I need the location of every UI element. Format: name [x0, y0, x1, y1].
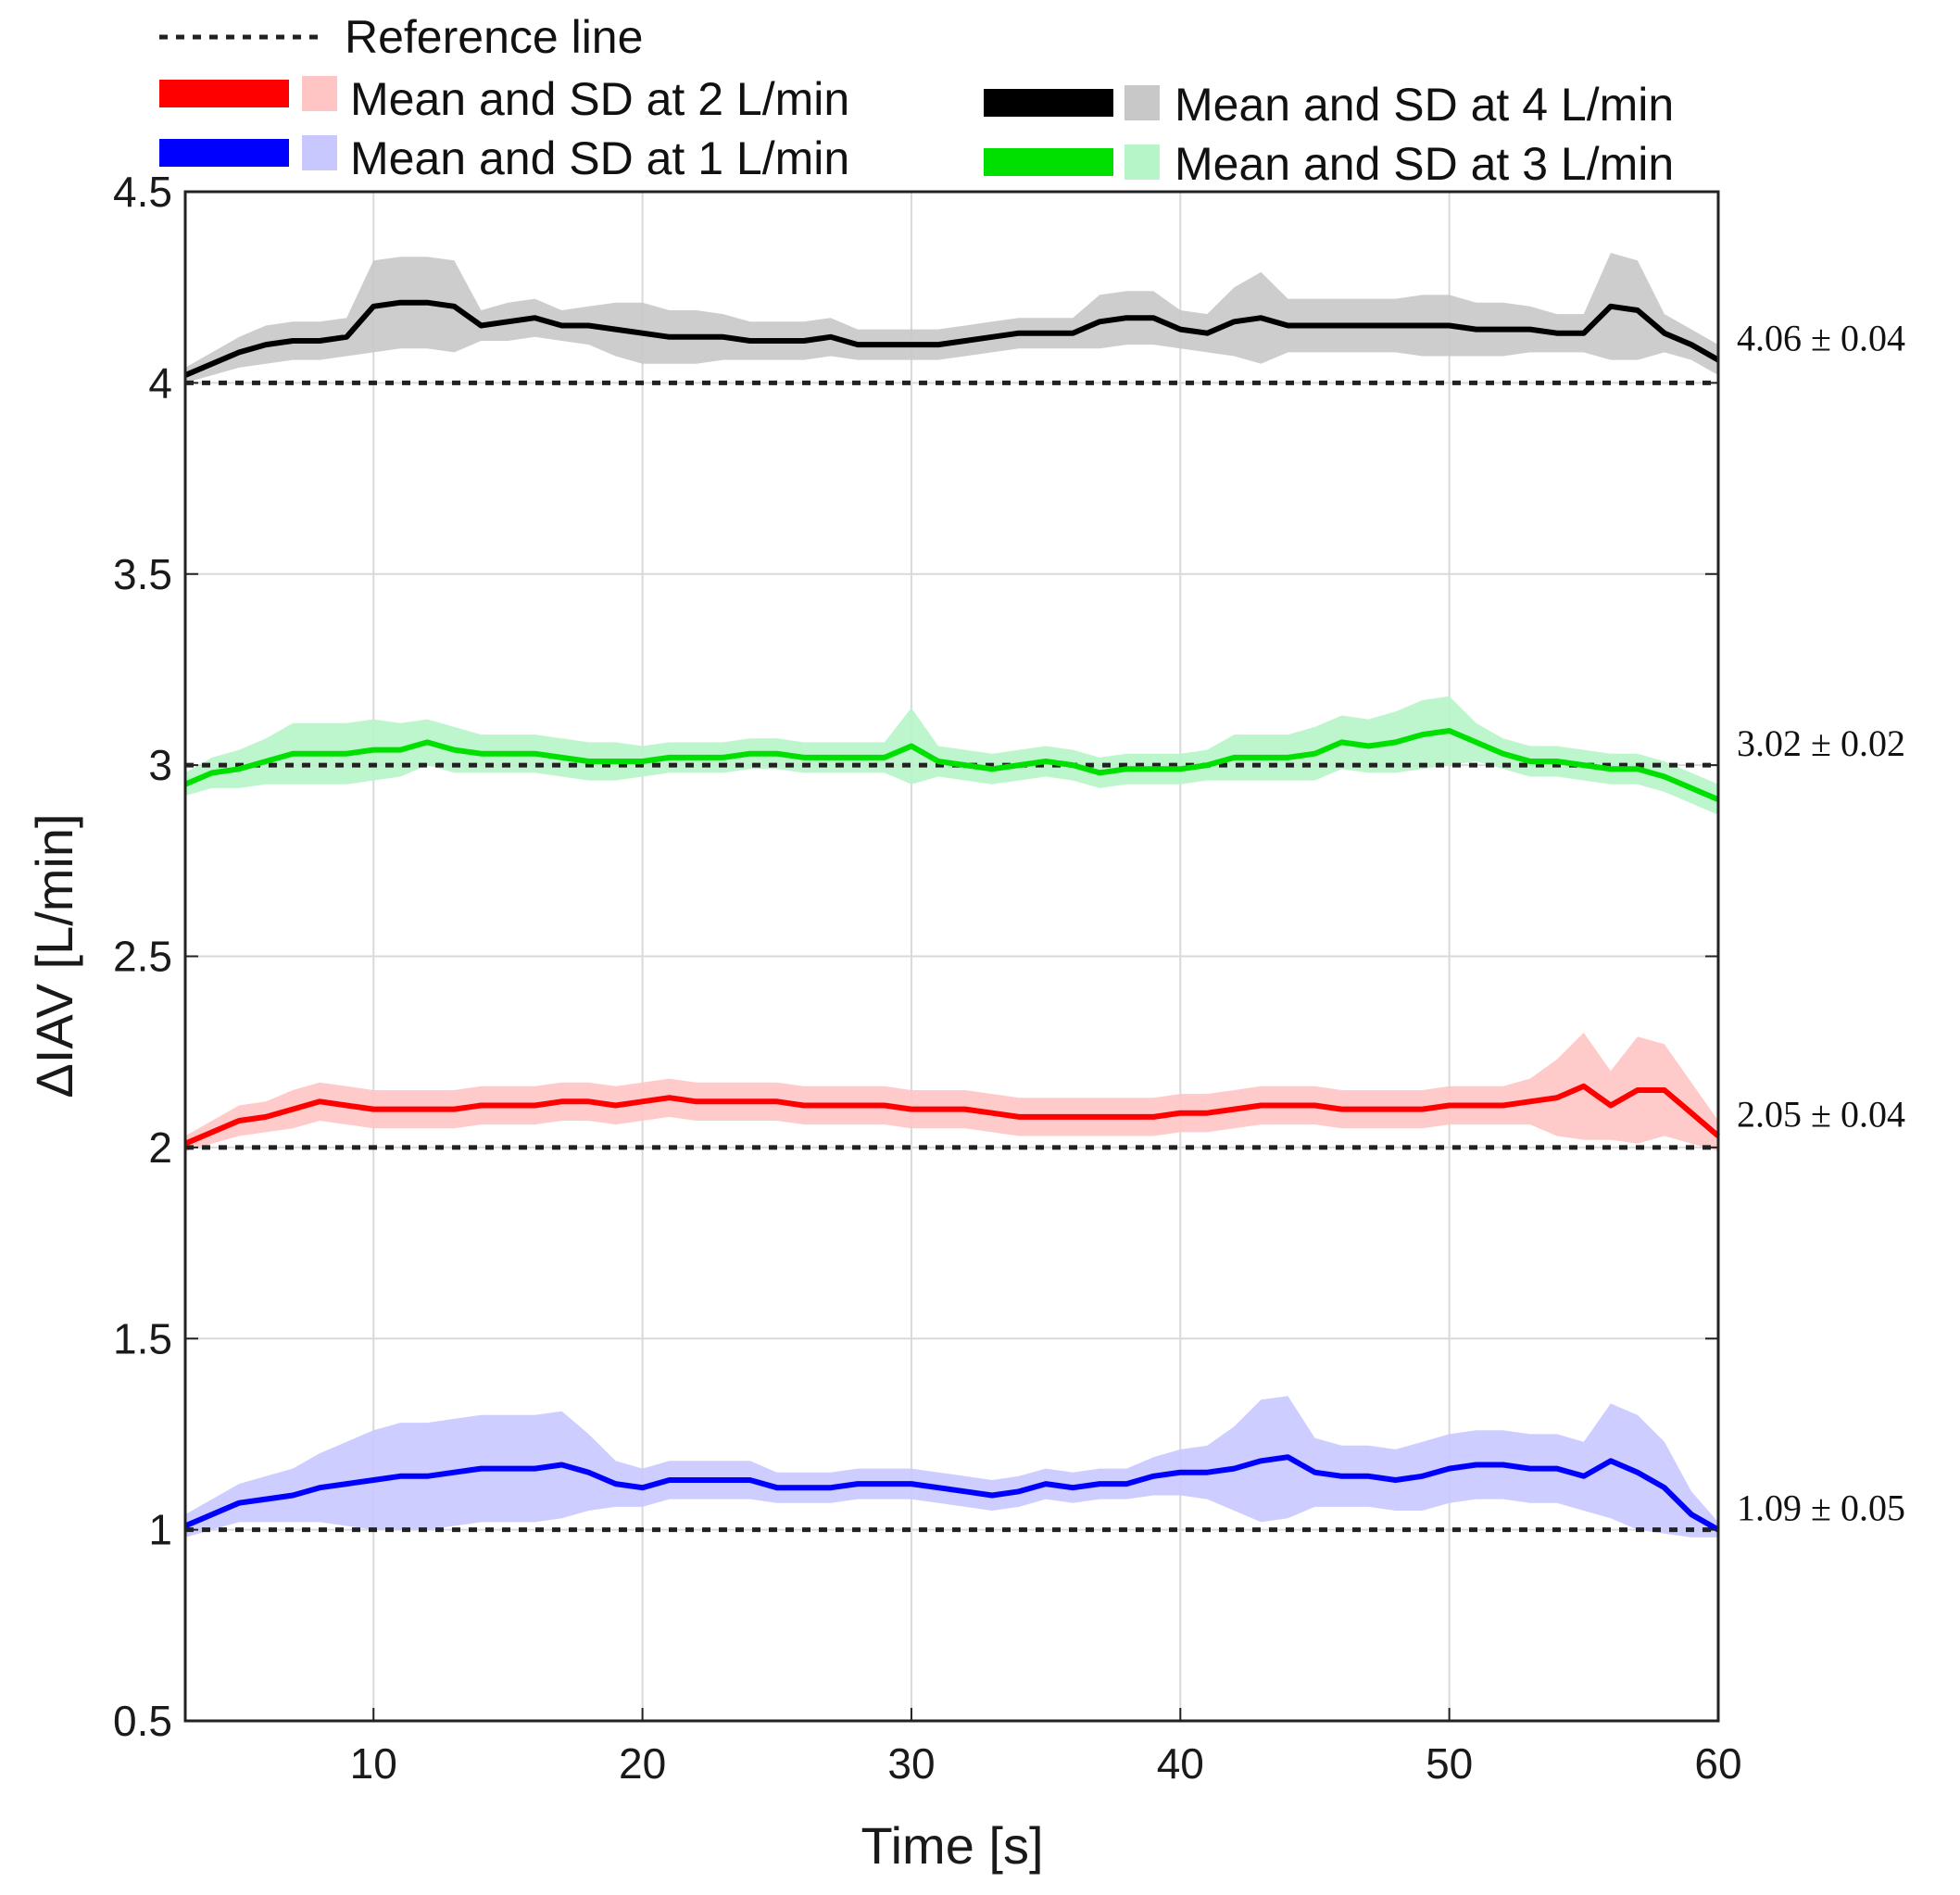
legend-entry-4lpm: Mean and SD at 4 L/min — [984, 79, 1674, 131]
y-tick-label: 2 — [148, 1123, 172, 1172]
x-tick-label: 10 — [350, 1739, 397, 1788]
mean-line-series-2 — [183, 1083, 1720, 1147]
legend-band-swatch — [302, 76, 337, 111]
legend-label: Mean and SD at 2 L/min — [350, 73, 849, 125]
mean-line-series-1 — [183, 728, 1720, 803]
sd-band-series-3 — [185, 1396, 1718, 1537]
x-axis-label: Time [s] — [861, 1816, 1043, 1875]
legend-line-swatch — [159, 139, 289, 167]
legend-reference-label: Reference line — [345, 11, 643, 63]
mean-line-series-0 — [183, 299, 1720, 378]
annotation-series-1: 3.02 ± 0.02 — [1737, 722, 1905, 764]
x-tick-label: 60 — [1694, 1739, 1741, 1788]
series-annotations: 4.06 ± 0.04 3.02 ± 0.02 2.05 ± 0.04 1.09 ± … — [1737, 318, 1905, 1529]
y-tick-label: 3 — [148, 741, 172, 789]
legend-band-swatch — [1124, 144, 1160, 180]
annotation-series-2: 2.05 ± 0.04 — [1737, 1093, 1905, 1135]
annotation-series-0: 4.06 ± 0.04 — [1737, 318, 1905, 359]
x-tick-label: 50 — [1426, 1739, 1473, 1788]
y-tick-label: 4 — [148, 358, 172, 407]
legend-line-swatch — [984, 148, 1113, 176]
legend-label: Mean and SD at 4 L/min — [1175, 79, 1674, 131]
x-tick-label: 40 — [1157, 1739, 1204, 1788]
legend-band-swatch — [1124, 85, 1160, 120]
legend-label: Mean and SD at 1 L/min — [350, 132, 849, 184]
y-tick-label: 1 — [148, 1506, 172, 1554]
y-tick-label: 4.5 — [113, 168, 172, 216]
legend-entry-1lpm: Mean and SD at 1 L/min — [159, 132, 849, 184]
reference-lines — [185, 380, 1718, 1533]
legend-line-swatch — [984, 89, 1113, 117]
annotation-series-3: 1.09 ± 0.05 — [1737, 1487, 1905, 1529]
y-tick-label: 1.5 — [113, 1314, 172, 1362]
y-axis-label: ΔIAV [L/min] — [25, 813, 83, 1098]
x-tick-label: 30 — [887, 1739, 935, 1788]
sd-band-series-1 — [185, 696, 1718, 815]
legend-entry-3lpm: Mean and SD at 3 L/min — [984, 138, 1674, 190]
mean-line-series-3 — [183, 1454, 1720, 1533]
y-tick-label: 0.5 — [113, 1697, 172, 1745]
y-tick-label: 2.5 — [113, 933, 172, 981]
sd-band-series-0 — [185, 253, 1718, 383]
legend: Reference line Mean and SD at 2 L/min Me… — [159, 11, 1674, 190]
legend-entry-2lpm: Mean and SD at 2 L/min — [159, 73, 849, 125]
mean-lines — [183, 299, 1720, 1533]
legend-band-swatch — [302, 135, 337, 170]
legend-label: Mean and SD at 3 L/min — [1175, 138, 1674, 190]
sd-bands — [185, 253, 1718, 1537]
legend-line-swatch — [159, 80, 289, 107]
axis-ticks: 10 20 30 40 50 60 0.5 1 1.5 2 2.5 3 3.5 4 4.5 — [113, 168, 1742, 1788]
sd-band-series-2 — [185, 1033, 1718, 1151]
y-tick-label: 3.5 — [113, 550, 172, 598]
x-tick-label: 20 — [619, 1739, 666, 1788]
